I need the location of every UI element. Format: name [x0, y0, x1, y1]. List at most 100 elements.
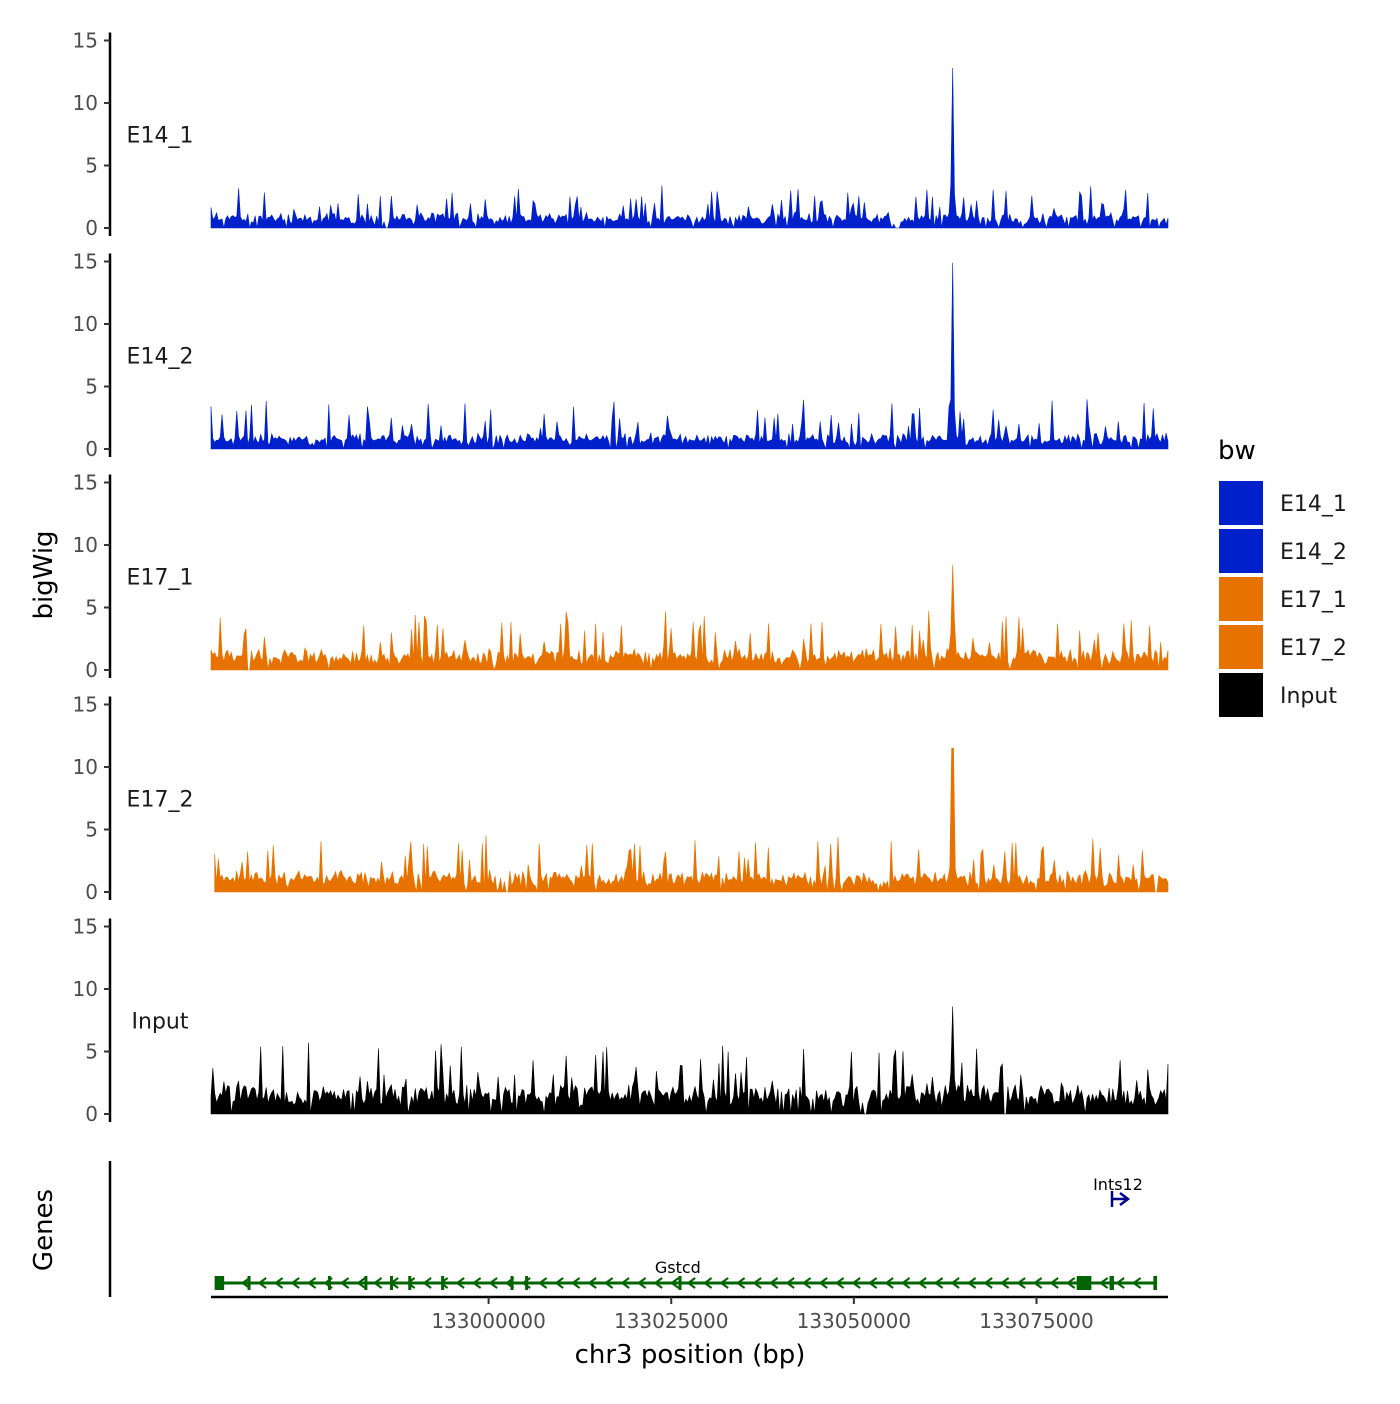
strand-arrow — [801, 1277, 812, 1289]
strand-arrow — [1131, 1277, 1142, 1289]
strand-arrow — [290, 1277, 300, 1289]
strand-arrow — [735, 1277, 746, 1289]
gene-exon — [510, 1276, 514, 1290]
legend-swatch — [1217, 527, 1265, 575]
track-e14-1: 0 5 10 15 E14_1 — [73, 29, 1169, 240]
signal-area — [210, 262, 1169, 450]
strand-arrow — [950, 1277, 960, 1289]
x-tick-label: 133050000 — [797, 1309, 912, 1333]
strand-arrow — [884, 1277, 894, 1289]
strand-arrow — [405, 1277, 416, 1289]
strand-arrow — [1119, 1192, 1131, 1206]
y-tick-label: 10 — [73, 977, 98, 1001]
legend-swatch — [1217, 575, 1265, 623]
strand-arrow — [752, 1277, 762, 1289]
legend-label: E17_2 — [1280, 636, 1347, 661]
strand-arrow — [537, 1277, 548, 1289]
y-tick-label: 5 — [85, 154, 98, 178]
legend-item: E14_2 — [1217, 527, 1347, 575]
legend-item: Input — [1217, 671, 1337, 719]
gene-exon — [247, 1276, 251, 1290]
genes-axis-title: Genes — [29, 1189, 59, 1271]
strand-arrow — [851, 1277, 861, 1289]
gene-exon — [1153, 1276, 1158, 1290]
y-tick-label: 15 — [73, 29, 98, 53]
strand-arrow — [570, 1277, 581, 1289]
strand-arrow — [1065, 1277, 1076, 1289]
strand-arrow — [933, 1277, 944, 1289]
strand-arrow — [240, 1277, 251, 1289]
y-tick-label: 0 — [85, 216, 98, 240]
legend-label: E14_2 — [1280, 540, 1347, 565]
gene-label: Gstcd — [655, 1258, 701, 1277]
track-label: E14_2 — [127, 344, 194, 369]
track-input: 0 5 10 15 Input — [73, 915, 1169, 1126]
gene-exon — [441, 1276, 445, 1290]
y-axis-title: bigWig — [29, 530, 59, 619]
strand-arrow — [653, 1277, 663, 1289]
strand-arrow — [686, 1277, 696, 1289]
gene-exon — [408, 1276, 412, 1290]
strand-arrow — [306, 1277, 317, 1289]
legend-title: bw — [1218, 436, 1256, 466]
track-e17-2: 0 5 10 15 E17_2 — [73, 693, 1169, 904]
y-tick-label: 0 — [85, 658, 98, 682]
strand-arrow — [603, 1277, 614, 1289]
y-tick-label: 5 — [85, 818, 98, 842]
legend-item: E17_1 — [1217, 575, 1347, 623]
strand-arrow — [1049, 1277, 1059, 1289]
y-tick-label: 15 — [73, 250, 98, 274]
track-e14-2: 0 5 10 15 E14_2 — [73, 250, 1169, 461]
signal-area — [210, 564, 1169, 672]
y-tick-label: 10 — [73, 755, 98, 779]
strand-arrow — [900, 1277, 911, 1289]
strand-arrow — [257, 1277, 267, 1289]
signal-area — [210, 67, 1169, 230]
y-tick-label: 10 — [73, 91, 98, 115]
legend-label: E17_1 — [1280, 588, 1347, 613]
track-label: E14_1 — [127, 123, 194, 148]
track-label: Input — [132, 1009, 189, 1034]
genes-panel: Gstcd Ints12 — [108, 1161, 1158, 1297]
strand-arrow — [620, 1277, 630, 1289]
y-tick-label: 0 — [85, 437, 98, 461]
gene-exon — [678, 1276, 682, 1290]
strand-arrow — [471, 1277, 482, 1289]
y-tick-label: 0 — [85, 1102, 98, 1126]
y-tick-label: 5 — [85, 1040, 98, 1064]
legend-swatch — [1217, 671, 1265, 719]
strand-arrow — [768, 1277, 779, 1289]
y-tick-label: 10 — [73, 533, 98, 557]
gene-exon — [1109, 1276, 1114, 1290]
strand-arrow — [636, 1277, 647, 1289]
gene-exon — [364, 1276, 368, 1290]
gene-label: Ints12 — [1093, 1175, 1143, 1194]
strand-arrow — [356, 1277, 366, 1289]
legend-swatch — [1217, 479, 1265, 527]
y-tick-label: 0 — [85, 880, 98, 904]
strand-arrow — [966, 1277, 977, 1289]
strand-arrow — [1032, 1277, 1043, 1289]
strand-arrow — [488, 1277, 498, 1289]
y-tick-label: 15 — [73, 693, 98, 717]
y-tick-label: 5 — [85, 596, 98, 620]
x-tick-label: 133025000 — [614, 1309, 729, 1333]
strand-arrow — [455, 1277, 465, 1289]
signal-area — [214, 747, 1169, 893]
strand-arrow — [917, 1277, 927, 1289]
strand-arrow — [1016, 1277, 1026, 1289]
x-tick-label: 133075000 — [979, 1309, 1094, 1333]
x-tick-label: 133000000 — [431, 1309, 546, 1333]
x-axis-title: chr3 position (bp) — [575, 1340, 806, 1370]
strand-arrow — [999, 1277, 1010, 1289]
gene-exon — [525, 1276, 529, 1290]
strand-arrow — [983, 1277, 993, 1289]
track-e17-1: 0 5 10 15 E17_1 — [73, 471, 1169, 682]
gene-exon — [1076, 1276, 1092, 1290]
strand-arrow — [422, 1277, 432, 1289]
strand-arrow — [702, 1277, 713, 1289]
bigwig-tracks: 0 5 10 15 E14_1 0 5 10 15 E14_2 0 5 10 15 E17_1 0 5 10 15 E… — [73, 29, 1169, 1126]
strand-arrow — [339, 1277, 350, 1289]
gene-exon — [327, 1276, 331, 1290]
